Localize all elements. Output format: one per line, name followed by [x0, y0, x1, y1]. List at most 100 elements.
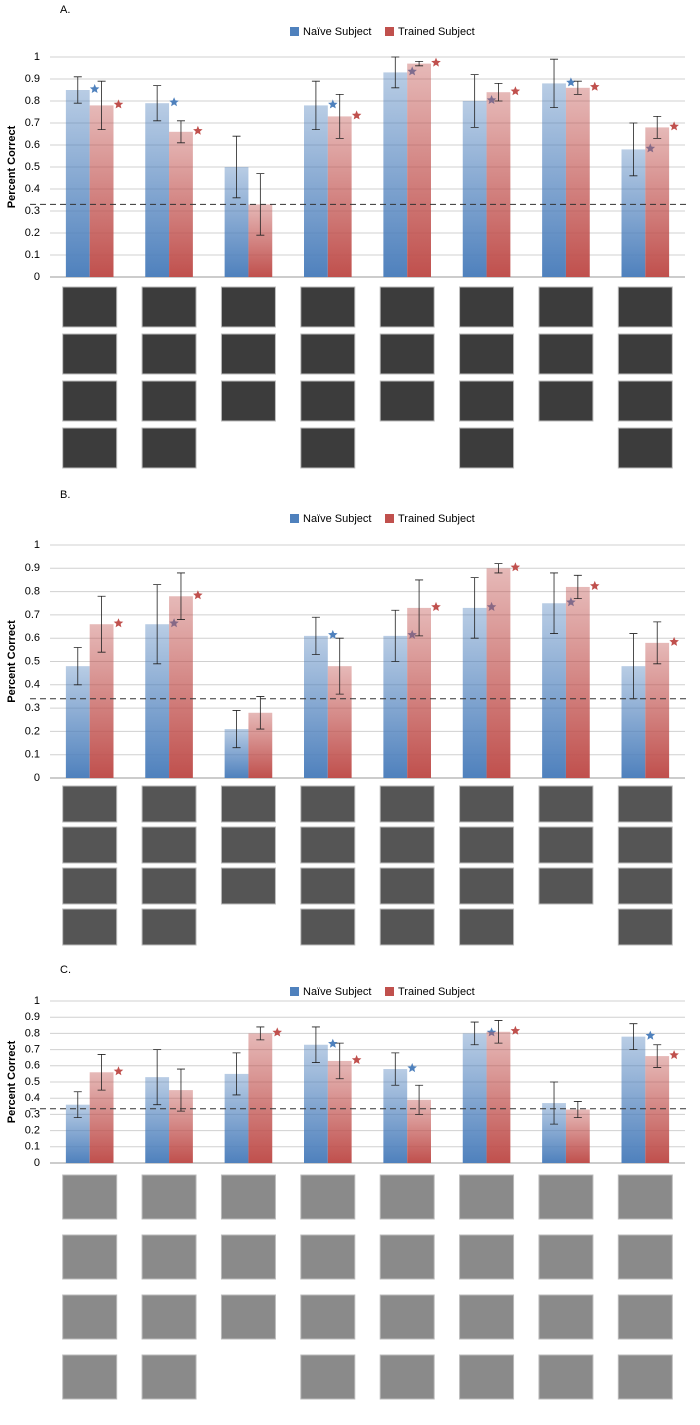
- thumbnail: [459, 1354, 515, 1400]
- error-bar: [653, 1044, 662, 1068]
- significance-star: [510, 86, 521, 96]
- bar: [248, 1033, 273, 1163]
- error-bar: [470, 577, 479, 639]
- thumbnail: [379, 333, 435, 375]
- y-axis-label: Percent Correct: [6, 125, 18, 208]
- y-tick-label: 0.2: [25, 725, 40, 737]
- significance-star: [351, 1054, 362, 1064]
- thumbnail: [538, 1174, 594, 1220]
- thumbnail: [141, 908, 197, 946]
- y-tick-label: 0.3: [25, 1108, 40, 1120]
- thumbnail: [538, 286, 594, 328]
- thumbnail: [300, 286, 356, 328]
- legend-label: Naïve Subject: [303, 513, 371, 525]
- significance-star: [566, 77, 576, 87]
- thumbnail: [617, 785, 673, 823]
- bar: [169, 596, 193, 778]
- y-tick-label: 0.4: [25, 1092, 40, 1104]
- y-tick-label: 0.9: [25, 1011, 40, 1023]
- error-bar: [335, 1042, 344, 1080]
- y-tick-label: 0.5: [25, 655, 40, 667]
- thumbnail: [379, 826, 435, 864]
- bar: [645, 1056, 670, 1163]
- error-bar: [494, 83, 503, 102]
- thumbnail: [62, 1354, 118, 1400]
- error-bar: [550, 572, 559, 634]
- thumbnail: [617, 380, 673, 422]
- thumbnail: [141, 380, 197, 422]
- thumbnail: [459, 1174, 515, 1220]
- thumbnail: [62, 380, 118, 422]
- thumbnail: [300, 785, 356, 823]
- significance-star: [669, 1050, 679, 1060]
- thumbnail: [459, 427, 515, 469]
- error-bar: [256, 1026, 265, 1041]
- thumbnail: [220, 826, 276, 864]
- y-tick-label: 0.5: [25, 1076, 40, 1088]
- significance-star: [431, 57, 441, 67]
- thumbnail: [62, 1174, 118, 1220]
- thumbnail: [459, 333, 515, 375]
- legend-swatch: [385, 514, 394, 523]
- thumbnail: [62, 785, 118, 823]
- error-bar: [311, 80, 320, 130]
- error-bar: [311, 616, 320, 655]
- y-tick-label: 0.9: [25, 562, 40, 574]
- y-tick-label: 1: [34, 51, 40, 63]
- thumbnail: [617, 1294, 673, 1340]
- bar: [65, 1104, 90, 1163]
- error-bar: [391, 1052, 400, 1086]
- bar: [224, 167, 249, 277]
- thumbnail: [62, 333, 118, 375]
- thumbnail: [459, 1294, 515, 1340]
- thumbnail: [379, 1174, 435, 1220]
- thumbnail: [459, 1234, 515, 1280]
- thumbnail: [141, 867, 197, 905]
- bar: [565, 1109, 590, 1163]
- bar: [542, 603, 566, 778]
- y-tick-label: 0.6: [25, 632, 40, 644]
- significance-star: [193, 590, 203, 600]
- thumbnail: [141, 333, 197, 375]
- bar: [89, 624, 114, 778]
- bar: [462, 607, 487, 778]
- panel-label: A.: [60, 4, 70, 16]
- y-tick-label: 0.7: [25, 609, 40, 621]
- bar: [248, 204, 273, 277]
- thumbnail: [379, 1234, 435, 1280]
- bar: [621, 149, 646, 277]
- y-tick-label: 1: [34, 539, 40, 551]
- y-tick-label: 0.8: [25, 1027, 40, 1039]
- error-bar: [470, 74, 479, 128]
- y-tick-label: 0.7: [25, 1044, 40, 1056]
- thumbnail: [300, 908, 356, 946]
- significance-star: [89, 84, 100, 93]
- error-bar: [176, 1068, 185, 1112]
- error-bar: [97, 80, 106, 130]
- error-bar: [629, 1023, 638, 1050]
- significance-star: [328, 629, 338, 639]
- thumbnail: [459, 286, 515, 328]
- bar: [327, 666, 352, 778]
- error-bar: [176, 572, 185, 620]
- thumbnail: [459, 867, 515, 905]
- y-tick-label: 0.1: [25, 1141, 40, 1153]
- thumbnail: [379, 908, 435, 946]
- thumbnail: [300, 1354, 356, 1400]
- thumbnail: [538, 333, 594, 375]
- thumbnail: [300, 1294, 356, 1340]
- y-tick-label: 0: [34, 271, 40, 283]
- y-tick-label: 0.3: [25, 205, 40, 217]
- significance-star: [351, 110, 362, 120]
- thumbnail: [538, 785, 594, 823]
- significance-star: [431, 601, 441, 611]
- y-tick-label: 0.9: [25, 73, 40, 85]
- error-bar: [494, 1020, 503, 1044]
- legend-label: Trained Subject: [398, 986, 475, 998]
- thumbnail: [459, 380, 515, 422]
- y-tick-label: 0: [34, 1157, 40, 1169]
- y-tick-label: 0.2: [25, 1125, 40, 1137]
- y-tick-label: 0.6: [25, 1060, 40, 1072]
- bar: [224, 729, 249, 778]
- thumbnail: [141, 1354, 197, 1400]
